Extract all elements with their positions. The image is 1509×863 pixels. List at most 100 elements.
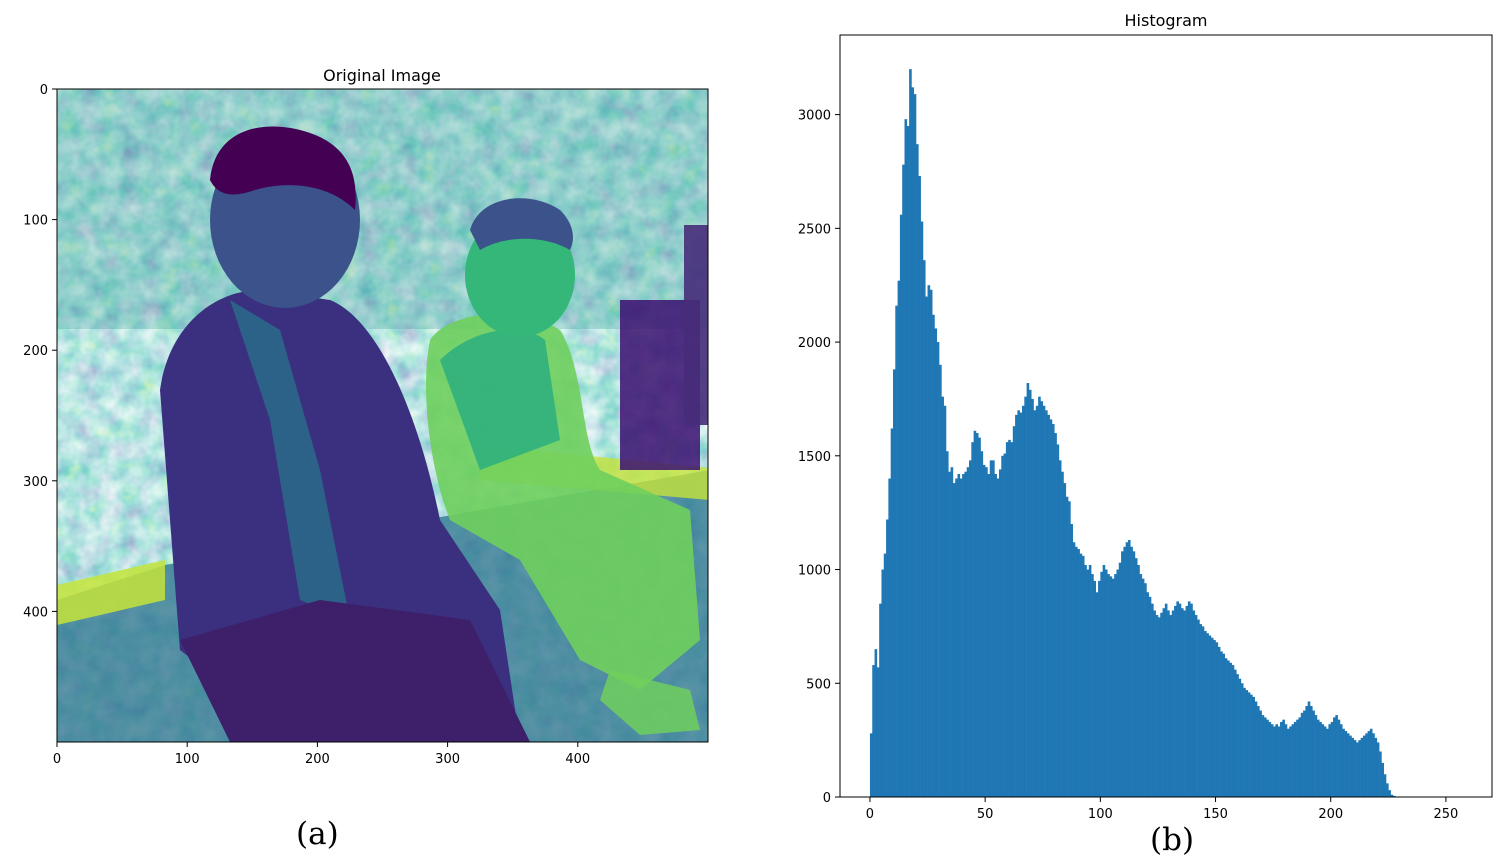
histogram-bar [1005, 442, 1009, 797]
histogram-bar [1309, 706, 1313, 797]
histogram-bar [925, 296, 928, 797]
image-x-tick-label: 400 [565, 752, 590, 767]
histogram-bar [886, 519, 889, 797]
histogram-y-tick-label: 1000 [798, 564, 831, 579]
histogram-bar [1015, 414, 1018, 797]
histogram-bar [1314, 715, 1318, 797]
histogram-bar [1392, 795, 1396, 797]
histogram-bar [1079, 553, 1083, 797]
histogram-bar [1049, 419, 1053, 797]
histogram-bar [1081, 555, 1085, 797]
histogram-bar [1061, 471, 1064, 797]
image-x-axis: 0 100 200 300 400 [53, 742, 590, 767]
histogram-bar [1252, 696, 1255, 797]
histogram-bar [1381, 762, 1385, 797]
histogram-bar [1190, 603, 1193, 797]
histogram-bar [1312, 710, 1315, 797]
histogram-bar [1204, 630, 1207, 797]
histogram-bar [904, 119, 908, 797]
histogram-bar [927, 285, 931, 797]
histogram-bar [1277, 726, 1281, 797]
histogram-bar [1010, 442, 1014, 797]
histogram-bar [1273, 726, 1276, 797]
caption-a: (a) [296, 816, 339, 852]
histogram-title: Histogram [1125, 11, 1208, 30]
histogram-axes-frame [839, 34, 1493, 798]
image-axes-frame [56, 88, 709, 743]
histogram-x-axis: 0 50 100 150 200 250 [866, 797, 1459, 822]
histogram-bar [957, 474, 961, 797]
image-x-tick-label: 0 [53, 752, 61, 767]
histogram-bar [1098, 580, 1101, 797]
histogram-bar [952, 483, 956, 797]
histogram-bar [1070, 524, 1073, 797]
histogram-bar [909, 69, 912, 798]
histogram-bar [888, 478, 891, 797]
histogram-bar [1229, 662, 1232, 797]
histogram-bar [1109, 576, 1113, 797]
histogram-bar [899, 214, 903, 797]
histogram-bar [1146, 592, 1150, 797]
histogram-bar [1153, 610, 1156, 797]
histogram-bar [1102, 564, 1106, 797]
histogram-bar [966, 467, 970, 797]
histogram-bar [1056, 444, 1060, 797]
histogram-y-tick-label: 3000 [798, 109, 831, 124]
histogram-bar [1303, 710, 1306, 797]
histogram-bar [1346, 733, 1350, 797]
histogram-bar [1054, 433, 1057, 797]
histogram-bar [1339, 724, 1343, 797]
histogram-bar [1263, 717, 1267, 797]
histogram-bar [987, 474, 991, 797]
histogram-bar [1051, 423, 1055, 797]
histogram-bar [1213, 640, 1216, 797]
histogram-bar [939, 364, 942, 797]
histogram-bar [973, 430, 977, 797]
histogram-bar [1008, 439, 1011, 797]
histogram-bar [1275, 724, 1279, 797]
histogram-bar [1107, 574, 1110, 797]
histogram-bar [1240, 683, 1244, 797]
histogram-bar [1307, 701, 1311, 797]
image-y-tick-label: 300 [23, 475, 48, 490]
histogram-bar [1337, 719, 1341, 797]
histogram-bar [1033, 410, 1037, 797]
histogram-bar [1072, 542, 1076, 797]
histogram-bar [1282, 719, 1285, 797]
histogram-bar [1088, 564, 1092, 797]
histogram-y-tick-label: 0 [823, 791, 831, 806]
histogram-bar [1326, 728, 1329, 797]
histogram-x-tick-label: 250 [1434, 807, 1459, 822]
histogram-bar [1362, 735, 1366, 797]
histogram-bar [1180, 608, 1184, 797]
histogram-bar [1231, 665, 1235, 797]
histogram-bar [1305, 706, 1308, 797]
histogram-bar [1296, 719, 1299, 797]
image-y-tick-label: 400 [23, 605, 48, 620]
grayscale-image [57, 89, 708, 742]
histogram-bar [1353, 740, 1357, 797]
histogram-bar [1291, 724, 1295, 797]
histogram-bar [1300, 712, 1304, 797]
histogram-bar [1125, 542, 1129, 797]
histogram-bar [1217, 646, 1221, 797]
histogram-bar [906, 125, 910, 797]
histogram-bar [982, 464, 986, 797]
histogram-bar [934, 328, 938, 797]
histogram-bar [964, 471, 968, 797]
histogram-panel: Histogram 0 50 100 150 200 250 0 500 1000 1500 20… [798, 11, 1493, 822]
histogram-bar [1095, 592, 1099, 797]
histogram-bar [1160, 612, 1163, 797]
histogram-bar [1100, 571, 1103, 797]
histogram-bar [1068, 501, 1071, 797]
histogram-bar [1091, 574, 1094, 797]
histogram-bar [996, 478, 1000, 797]
histogram-bar [1367, 731, 1371, 797]
histogram-bar [1369, 728, 1373, 797]
histogram-bar [920, 221, 924, 797]
histogram-bar [1293, 721, 1297, 797]
histogram-bar [1077, 549, 1080, 797]
histogram-bar [1118, 562, 1122, 797]
histogram-bars [869, 69, 1398, 798]
histogram-bar [1238, 678, 1242, 797]
